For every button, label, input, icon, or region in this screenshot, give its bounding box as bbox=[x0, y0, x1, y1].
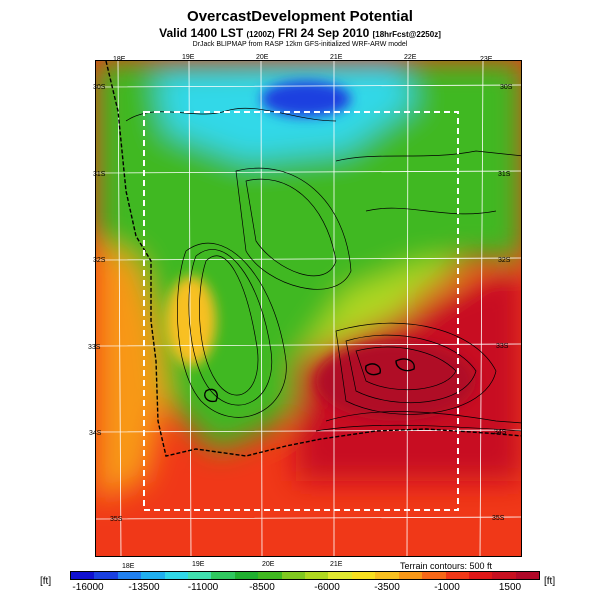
lon-label-top: 21E bbox=[330, 54, 343, 61]
colorbar-label: 1500 bbox=[498, 582, 522, 593]
colorbar-swatch bbox=[164, 572, 189, 579]
lat-label-left: 33S bbox=[88, 344, 101, 351]
colorbar-swatch bbox=[211, 572, 235, 579]
inner-domain-box bbox=[143, 111, 459, 511]
model-credit: DrJack BLIPMAP from RASP 12km GFS-initia… bbox=[192, 41, 408, 48]
forecast-info: [18hrFcst@2250z] bbox=[372, 30, 441, 39]
colorbar-label: -6000 bbox=[314, 582, 340, 593]
unit-label-right: [ft] bbox=[544, 576, 556, 587]
lat-label-right: 31S bbox=[498, 171, 511, 178]
map-subtitle: Valid 1400 LST (1200Z) FRI 24 Sep 2010 [… bbox=[0, 26, 600, 40]
valid-date: FRI 24 Sep 2010 bbox=[277, 26, 370, 40]
colorbar-swatch bbox=[468, 572, 493, 579]
lon-label-top: 19E bbox=[182, 54, 195, 61]
forecast-field-map bbox=[96, 61, 521, 556]
map-title: OvercastDevelopment Potential bbox=[187, 8, 413, 25]
colorbar-swatch bbox=[375, 572, 399, 579]
lon-label-top: 22E bbox=[404, 54, 417, 61]
colorbar-swatch bbox=[328, 572, 352, 579]
colorbar-swatch bbox=[281, 572, 306, 579]
colorbar-label: -13500 bbox=[128, 582, 160, 593]
colorbar-label: -3500 bbox=[374, 582, 400, 593]
colorbar-swatch bbox=[492, 572, 516, 579]
lon-label-bottom: 21E bbox=[330, 561, 343, 568]
colorbar-label: -16000 bbox=[72, 582, 104, 593]
colorbar-swatch bbox=[188, 572, 212, 579]
colorbar-label: -1000 bbox=[434, 582, 460, 593]
terrain-contour-note: Terrain contours: 500 ft bbox=[400, 561, 493, 571]
colorbar-swatch bbox=[234, 572, 259, 579]
lat-label-right: 30S bbox=[500, 84, 513, 91]
map-panel bbox=[95, 60, 522, 557]
lat-label-left: 31S bbox=[93, 171, 106, 178]
lon-label-bottom: 18E bbox=[122, 563, 135, 570]
lon-label-bottom: 19E bbox=[192, 561, 205, 568]
colorbar-label: -11000 bbox=[187, 582, 219, 593]
lat-label-left: 30S bbox=[93, 84, 106, 91]
colorbar-swatch bbox=[422, 572, 446, 579]
lat-label-right: 35S bbox=[492, 515, 505, 522]
lat-label-right: 32S bbox=[498, 257, 511, 264]
colorbar-swatch bbox=[445, 572, 469, 579]
colorbar-swatch bbox=[141, 572, 165, 579]
colorbar-swatch bbox=[258, 572, 282, 579]
lon-label-top: 20E bbox=[256, 54, 269, 61]
utc-time: (1200Z) bbox=[246, 30, 275, 39]
lon-label-top: 18E bbox=[113, 56, 126, 63]
colorbar-label: -8500 bbox=[249, 582, 275, 593]
lat-label-left: 32S bbox=[93, 257, 106, 264]
lat-label-left: 35S bbox=[110, 516, 123, 523]
colorbar-swatch bbox=[94, 572, 118, 579]
coastline bbox=[105, 61, 521, 457]
colorbar-swatch bbox=[515, 572, 540, 579]
colorbar-swatch bbox=[117, 572, 142, 579]
lat-label-left: 34S bbox=[89, 430, 102, 437]
lat-label-right: 33S bbox=[496, 343, 509, 350]
colorbar bbox=[70, 571, 540, 580]
colorbar-swatch bbox=[398, 572, 423, 579]
lon-label-top: 23E bbox=[480, 56, 493, 63]
colorbar-swatch bbox=[71, 572, 95, 579]
unit-label-left: [ft] bbox=[40, 576, 52, 587]
lon-label-bottom: 20E bbox=[262, 561, 275, 568]
colorbar-swatch bbox=[351, 572, 376, 579]
colorbar-swatch bbox=[305, 572, 329, 579]
valid-time: Valid 1400 LST bbox=[159, 26, 244, 40]
lat-label-right: 34S bbox=[494, 429, 507, 436]
